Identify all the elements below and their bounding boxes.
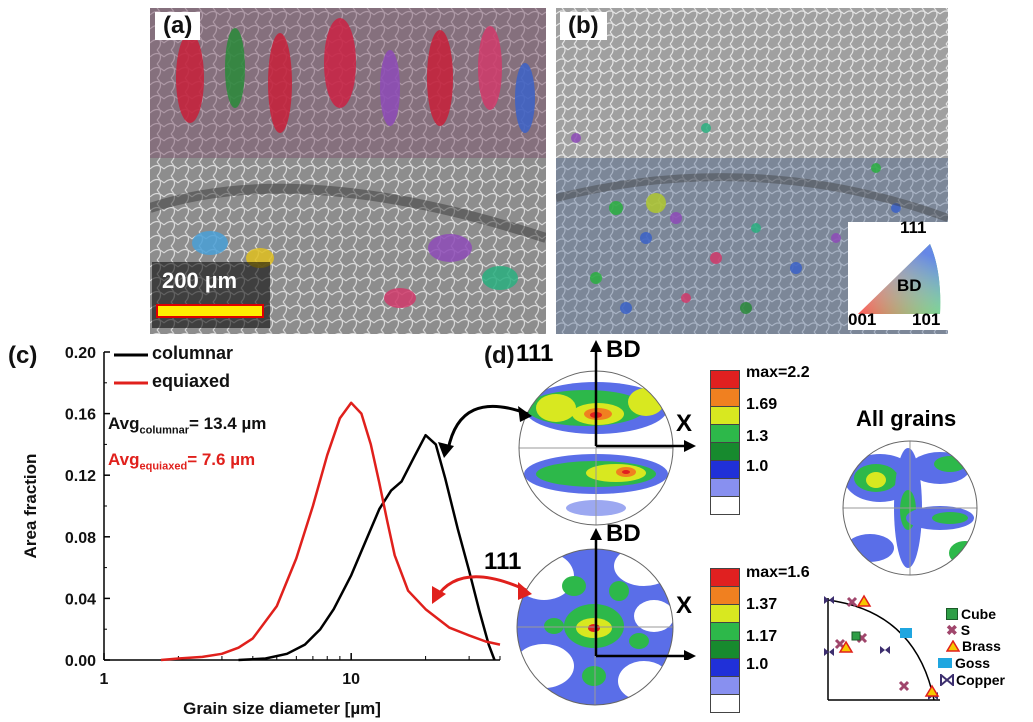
texture-legend-copper-label: Copper bbox=[956, 672, 1005, 688]
pf-legend-top bbox=[710, 370, 740, 515]
pf-axes-top bbox=[590, 340, 696, 452]
all-grains-title: All grains bbox=[856, 406, 957, 431]
panel-label-d: (d) bbox=[484, 342, 515, 369]
avg-equiaxed-sub: equiaxed bbox=[139, 460, 188, 473]
pf-axis-bd-top: BD bbox=[606, 336, 641, 363]
copper-icon bbox=[940, 674, 954, 686]
texture-components-schematic bbox=[824, 594, 940, 701]
avg-columnar-value: = 13.4 µm bbox=[189, 414, 267, 433]
pf-legend-top-v2: 1.3 bbox=[746, 428, 769, 445]
avg-columnar-sub: columnar bbox=[139, 424, 190, 437]
legend-line-equiaxed bbox=[114, 381, 148, 385]
pf-legend-top-max: max=2.2 bbox=[746, 364, 810, 381]
pf-legend-top-v1: 1.69 bbox=[746, 396, 778, 413]
avg-columnar: Avgcolumnar= 13.4 µm bbox=[108, 414, 266, 436]
pf-legend-bottom-v1: 1.37 bbox=[746, 596, 778, 613]
avg-equiaxed: Avgequiaxed= 7.6 µm bbox=[108, 450, 255, 472]
y-tick-label: 0.12 bbox=[65, 468, 96, 485]
pole-figure-equiaxed bbox=[516, 548, 674, 706]
pole-figure-all-grains bbox=[842, 440, 978, 576]
texture-legend: Cube ✖ S Brass Goss Copper bbox=[938, 606, 1005, 688]
texture-legend-goss: Goss bbox=[938, 654, 1005, 672]
s-icon: ✖ bbox=[946, 621, 958, 638]
texture-legend-brass-label: Brass bbox=[962, 638, 1001, 654]
pf-legend-bottom bbox=[710, 568, 740, 713]
cube-icon bbox=[946, 608, 958, 620]
avg-columnar-base: Avg bbox=[108, 414, 140, 433]
panel-label-a: (a) bbox=[155, 12, 201, 40]
y-tick-label: 0.08 bbox=[65, 530, 96, 547]
texture-legend-s: ✖ S bbox=[946, 621, 1005, 639]
avg-equiaxed-value: = 7.6 µm bbox=[187, 450, 256, 469]
grain-size-chart: 0.00 0.04 0.08 0.12 0.16 0.20 1 10 Grain size di… bbox=[21, 345, 501, 718]
pf-axes-bottom bbox=[590, 528, 696, 660]
ipf-key bbox=[848, 222, 948, 330]
link-arrows bbox=[432, 404, 532, 604]
pole-figure-columnar bbox=[518, 370, 674, 526]
ipf-label-111: 111 bbox=[900, 218, 927, 237]
y-tick-label: 0.20 bbox=[65, 345, 96, 362]
panel-label-c: (c) bbox=[8, 342, 38, 369]
texture-legend-cube: Cube bbox=[946, 606, 1005, 622]
brass-icon bbox=[946, 640, 960, 652]
pf-legend-bottom-v3: 1.0 bbox=[746, 656, 769, 673]
ebsd-map-a-image bbox=[150, 8, 546, 334]
texture-legend-goss-label: Goss bbox=[955, 655, 991, 671]
x-axis-title: Grain size diameter [µm] bbox=[183, 699, 381, 718]
pf-axis-x-bottom: X bbox=[676, 592, 693, 619]
ipf-label-101: 101 bbox=[912, 310, 941, 329]
y-tick-label: 0.04 bbox=[65, 591, 96, 608]
goss-icon bbox=[938, 658, 952, 668]
ipf-label-bd: BD bbox=[897, 276, 922, 295]
pf-legend-bottom-max: max=1.6 bbox=[746, 564, 810, 581]
texture-legend-brass: Brass bbox=[946, 638, 1005, 654]
pf-axis-x-top: X bbox=[676, 410, 693, 437]
scalebar-text: 200 µm bbox=[162, 268, 238, 293]
pf-legend-bottom-v2: 1.17 bbox=[746, 628, 778, 645]
scalebar bbox=[156, 304, 264, 318]
avg-equiaxed-base: Avg bbox=[108, 450, 140, 469]
y-axis-title: Area fraction bbox=[21, 454, 40, 559]
x-tick-label: 1 bbox=[100, 671, 109, 688]
y-tick-label: 0.16 bbox=[65, 407, 96, 424]
pf-axis-bd-bottom: BD bbox=[606, 520, 641, 547]
y-tick-label: 0.00 bbox=[65, 653, 96, 670]
pf-plane-bottom: 111 bbox=[484, 548, 522, 575]
x-tick-label: 10 bbox=[342, 671, 360, 688]
texture-legend-copper: Copper bbox=[940, 672, 1005, 688]
ipf-triangle bbox=[858, 244, 941, 314]
legend-label-equiaxed: equiaxed bbox=[152, 371, 231, 391]
series-equiaxed bbox=[160, 401, 501, 662]
legend-label-columnar: columnar bbox=[152, 343, 234, 363]
texture-legend-cube-label: Cube bbox=[961, 606, 996, 622]
ebsd-map-a bbox=[150, 8, 546, 334]
texture-legend-s-label: S bbox=[960, 622, 971, 638]
ipf-label-001: 001 bbox=[848, 310, 877, 329]
series-columnar bbox=[238, 433, 496, 662]
legend-line-columnar bbox=[114, 353, 148, 357]
panel-label-b: (b) bbox=[560, 12, 607, 40]
pf-plane-top: 111 bbox=[516, 340, 554, 367]
pf-legend-top-v3: 1.0 bbox=[746, 458, 769, 475]
